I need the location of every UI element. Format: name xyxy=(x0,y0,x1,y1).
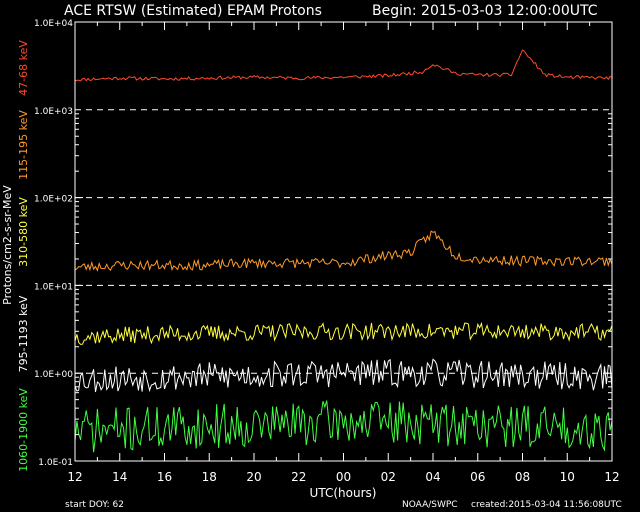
series-lines xyxy=(74,49,613,453)
x-tick-label: 12 xyxy=(604,470,619,484)
y-tick-label: 1.0E+00 xyxy=(34,370,73,380)
y-tick-label: 1.0E+03 xyxy=(34,107,73,117)
chart-title: ACE RTSW (Estimated) EPAM Protons xyxy=(64,3,322,19)
x-tick-label: 18 xyxy=(202,470,217,484)
series-line xyxy=(74,321,613,345)
x-tick-label: 06 xyxy=(470,470,485,484)
credit: NOAA/SWPC xyxy=(402,500,458,510)
legend-entry: 47-68 keV xyxy=(17,40,30,96)
y-tick-label: 1.0E+01 xyxy=(34,282,73,292)
x-tick-label: 04 xyxy=(425,470,440,484)
x-tick-label: 12 xyxy=(67,470,82,484)
series-line xyxy=(74,49,613,82)
x-tick-labels: 12 14 16 18 20 22 00 02 04 06 08 10 12 xyxy=(67,470,619,484)
x-tick-label: 16 xyxy=(157,470,172,484)
channel-legend: 47-68 keV 115-195 keV 310-580 keV 795-1193 … xyxy=(17,40,30,472)
legend-entry: 115-195 keV xyxy=(17,110,30,180)
x-tick-label: 08 xyxy=(515,470,530,484)
x-tick-label: 10 xyxy=(560,470,575,484)
x-tick-label: 02 xyxy=(381,470,396,484)
x-axis-label: UTC(hours) xyxy=(310,486,377,500)
series-line xyxy=(74,230,613,272)
legend-entry: 1060-1900 keV xyxy=(17,388,30,472)
x-tick-label: 20 xyxy=(246,470,261,484)
begin-time: Begin: 2015-03-03 12:00:00UTC xyxy=(372,3,598,19)
x-tick-label: 22 xyxy=(291,470,306,484)
x-tick-label: 14 xyxy=(112,470,127,484)
y-tick-label: 1.0E-01 xyxy=(38,458,73,468)
series-line xyxy=(74,358,613,393)
axis-ticks xyxy=(74,22,613,462)
y-axis-label: Protons/cm2-s-sr-MeV xyxy=(1,185,14,305)
x-tick-label: 00 xyxy=(336,470,351,484)
created-time: created:2015-03-04 11:56:08UTC xyxy=(471,500,622,510)
y-tick-labels: 1.0E-01 1.0E+00 1.0E+01 1.0E+02 1.0E+03 1.0E+… xyxy=(34,19,73,468)
y-tick-label: 1.0E+02 xyxy=(34,195,73,205)
legend-entry: 795-1193 keV xyxy=(17,295,30,372)
y-tick-label: 1.0E+04 xyxy=(34,19,73,29)
series-line xyxy=(74,400,613,453)
legend-entry: 310-580 keV xyxy=(17,197,30,267)
start-doy: start DOY: 62 xyxy=(65,500,124,510)
